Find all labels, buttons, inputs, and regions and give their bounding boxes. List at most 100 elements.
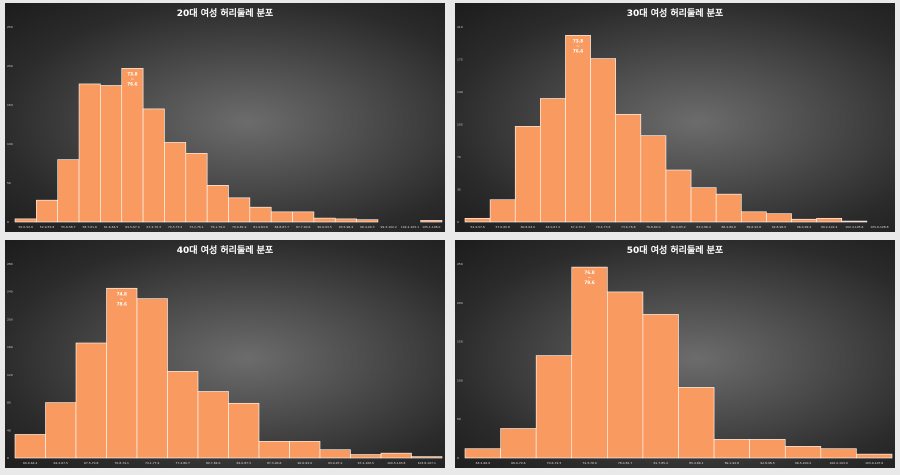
- x-tick-label: 54.4-57.6: [470, 225, 485, 229]
- histogram-bar: [57, 159, 80, 223]
- histogram-bar: [14, 434, 46, 459]
- histogram-bar: [334, 218, 357, 223]
- y-tick-label: 160: [7, 345, 13, 349]
- x-tick-label: 76.1-79.0: [211, 225, 226, 229]
- y-tick-label: 0: [457, 220, 459, 224]
- x-tick-label: 105.1-108.0: [422, 225, 440, 229]
- histogram-bar: [289, 441, 321, 459]
- histogram-bar: [571, 266, 608, 459]
- y-tick-label: 240: [7, 290, 13, 294]
- x-tick-label: 57.6-60.8: [495, 225, 510, 229]
- y-tick-label: 70: [457, 155, 461, 159]
- y-tick-label: 50: [457, 417, 461, 421]
- peak-label: ~: [576, 43, 580, 48]
- x-tick-label: 67.4-70.3: [147, 225, 162, 229]
- y-tick-label: 250: [7, 25, 13, 29]
- histogram-bar: [856, 453, 893, 459]
- peak-label: ~: [588, 275, 592, 280]
- histogram-bar: [820, 448, 857, 459]
- x-tick-label: 70.3-73.2: [168, 225, 183, 229]
- x-tick-label: 80.0-83.2: [671, 225, 686, 229]
- x-tick-label: 66.9-70.6: [511, 461, 526, 465]
- peak-label: ~: [120, 296, 124, 301]
- x-tick-label: 92.8-96.0: [772, 225, 787, 229]
- x-tick-label: 105.6-108.8: [870, 225, 888, 229]
- histogram-bar: [640, 135, 667, 223]
- x-tick-label: 64.0-67.2: [546, 225, 561, 229]
- x-tick-label: 97.2-100.5: [358, 461, 374, 465]
- x-tick-label: 64.2-67.5: [54, 461, 69, 465]
- y-tick-label: 80: [7, 401, 11, 405]
- histogram-bar: [489, 199, 516, 223]
- y-tick-label: 210: [457, 25, 463, 29]
- histogram-bar: [464, 448, 501, 459]
- histogram-bar: [749, 439, 786, 459]
- x-tick-label: 81.7-85.4: [653, 461, 668, 465]
- chart-title: 50대 여성 허리둘레 분포: [627, 244, 724, 256]
- peak-label: ~: [131, 76, 135, 81]
- histogram-bar: [791, 218, 817, 223]
- peak-label: 78.6: [117, 301, 127, 306]
- chart-title: 30대 여성 허리둘레 분포: [627, 7, 724, 19]
- x-tick-label: 92.8-96.5: [760, 461, 775, 465]
- histogram-bar: [121, 68, 144, 223]
- x-tick-label: 55.8-58.7: [61, 225, 76, 229]
- x-tick-label: 73.2-76.1: [189, 225, 204, 229]
- x-tick-label: 96.4-99.3: [360, 225, 375, 229]
- x-tick-label: 103.8-107.1: [418, 461, 436, 465]
- y-tick-label: 0: [457, 456, 459, 460]
- peak-label: 73.8: [573, 38, 583, 43]
- x-tick-label: 76.8-80.0: [646, 225, 661, 229]
- x-tick-label: 89.1-92.8: [725, 461, 740, 465]
- histogram-bar: [784, 446, 822, 459]
- histogram-bar: [78, 83, 101, 223]
- y-tick-label: 50: [7, 181, 11, 185]
- histogram-svg: 30대 여성 허리둘레 분포 0 35 70 105 140 175 210 54.4-57.6…: [457, 7, 889, 229]
- histogram-bar: [350, 454, 382, 459]
- x-tick-label: 74.1-77.4: [145, 461, 160, 465]
- histogram-svg: 40대 여성 허리둘레 분포 0 40 80 120 160 200 240 280 60.9-6…: [7, 244, 443, 465]
- histogram-bar: [45, 402, 77, 459]
- histogram-bar: [411, 456, 443, 459]
- y-tick-label: 120: [7, 373, 13, 377]
- y-tick-label: 140: [457, 90, 463, 94]
- x-tick-label: 67.5-70.8: [84, 461, 99, 465]
- x-tick-label: 83.2-86.4: [696, 225, 711, 229]
- x-tick-label: 80.7-84.0: [206, 461, 221, 465]
- histogram-bar: [665, 169, 692, 223]
- histogram-bar: [167, 371, 199, 459]
- x-tick-label: 60.9-64.2: [23, 461, 38, 465]
- x-tick-label: 73.6-76.8: [621, 225, 636, 229]
- x-tick-label: 58.7-61.6: [82, 225, 97, 229]
- histogram-bar: [766, 213, 792, 223]
- histogram-bar: [249, 206, 272, 223]
- y-tick-label: 40: [7, 428, 11, 432]
- histogram-bar: [185, 153, 208, 223]
- x-tick-label: 93.5-96.4: [339, 225, 354, 229]
- chart-panel-50s: 50대 여성 허리둘레 분포 0 50 100 150 200 250 63.2-66.9 66…: [455, 240, 895, 468]
- x-tick-label: 100.5-103.8: [387, 461, 405, 465]
- histogram-bar: [142, 108, 165, 223]
- x-tick-label: 86.4-89.6: [722, 225, 737, 229]
- peak-label: 79.6: [584, 280, 594, 285]
- y-tick-label: 0: [7, 456, 9, 460]
- histogram-bar: [540, 98, 566, 223]
- y-tick-label: 0: [7, 220, 9, 224]
- histogram-bar: [75, 342, 107, 459]
- histogram-bar: [206, 185, 229, 223]
- histogram-bar: [380, 452, 412, 459]
- x-tick-label: 61.6-64.5: [104, 225, 119, 229]
- y-tick-label: 105: [457, 123, 463, 127]
- x-tick-label: 99.3-102.2: [380, 225, 396, 229]
- x-tick-label: 85.4-89.1: [689, 461, 704, 465]
- x-tick-label: 64.5-67.4: [125, 225, 140, 229]
- histogram-bar: [464, 217, 491, 223]
- histogram-bar: [164, 142, 187, 223]
- peak-label: 76.4: [573, 48, 583, 53]
- histogram-bar: [678, 387, 715, 459]
- y-tick-label: 150: [7, 103, 13, 107]
- x-tick-label: 70.8-74.1: [115, 461, 130, 465]
- histogram-bar: [106, 287, 138, 459]
- histogram-bar: [136, 298, 168, 459]
- x-tick-label: 77.4-80.7: [176, 461, 191, 465]
